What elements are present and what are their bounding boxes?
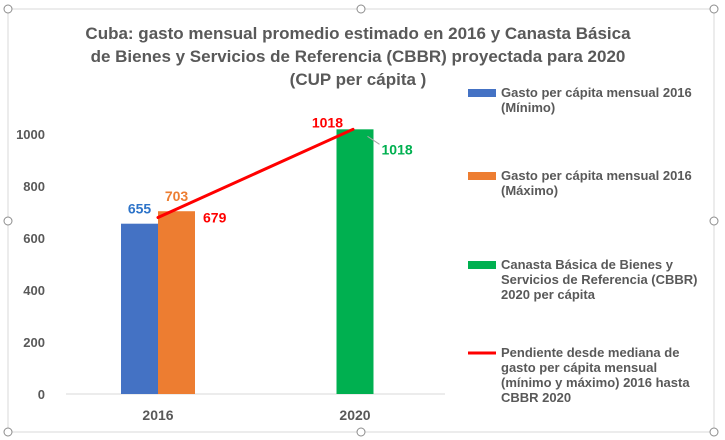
legend: Gasto per cápita mensual 2016(Mínimo)Gas… (468, 85, 698, 405)
legend-swatch (468, 89, 496, 97)
legend-swatch (468, 172, 496, 180)
trend-line (156, 127, 355, 219)
legend-label: Pendiente desde mediana de (501, 345, 679, 360)
line-point-label: 679 (203, 209, 227, 225)
legend-label: (mínimo y máximo) 2016 hasta (501, 375, 690, 390)
data-labels: 655 703 1018 679 1018 (128, 114, 413, 225)
resize-handle-middle-left[interactable] (3, 216, 13, 226)
y-tick-label: 1000 (16, 127, 45, 142)
legend-label: (Mínimo) (501, 100, 555, 115)
resize-handle-top-middle[interactable] (356, 4, 366, 14)
bar-value-label: 1018 (382, 141, 413, 157)
legend-label: 2020 per cápita (501, 287, 596, 302)
chart-title-line-3: (CUP per cápita ) (290, 70, 427, 89)
y-tick-label: 200 (23, 335, 45, 350)
chart-title: Cuba: gasto mensual promedio estimado en… (85, 24, 631, 89)
legend-label: Gasto per cápita mensual 2016 (501, 168, 692, 183)
legend-swatch (468, 261, 496, 269)
legend-label: Canasta Básica de Bienes y (501, 257, 674, 272)
selection-handles[interactable] (3, 4, 719, 437)
legend-label: Servicios de Referencia (CBBR) (501, 272, 698, 287)
y-tick-label: 600 (23, 231, 45, 246)
bar-value-label: 655 (128, 201, 152, 217)
bar[interactable] (336, 129, 374, 394)
resize-handle-top-right[interactable] (709, 4, 719, 14)
chart-title-line-1: Cuba: gasto mensual promedio estimado en… (85, 24, 631, 43)
trend-line-path[interactable] (156, 127, 355, 219)
legend-item[interactable]: Gasto per cápita mensual 2016(Máximo) (468, 168, 692, 198)
y-tick-label: 800 (23, 179, 45, 194)
resize-handle-middle-right[interactable] (709, 216, 719, 226)
y-axis: 0 200 400 600 800 1000 (16, 127, 45, 402)
resize-handle-bottom-left[interactable] (3, 427, 13, 437)
y-tick-label: 0 (38, 387, 45, 402)
legend-label: CBBR 2020 (501, 390, 571, 405)
legend-label: gasto per cápita mensual (501, 360, 657, 375)
x-tick-label: 2016 (142, 407, 173, 423)
bar[interactable] (158, 211, 195, 394)
bars (121, 129, 374, 394)
bar-value-label: 703 (165, 188, 189, 204)
x-tick-label: 2020 (339, 407, 370, 423)
legend-label: Gasto per cápita mensual 2016 (501, 85, 692, 100)
bar[interactable] (121, 223, 158, 394)
line-point-label: 1018 (312, 114, 343, 130)
legend-label: (Máximo) (501, 183, 558, 198)
resize-handle-bottom-right[interactable] (709, 427, 719, 437)
data-label-leader (367, 135, 380, 145)
resize-handle-bottom-middle[interactable] (356, 427, 366, 437)
chart-title-line-2: de Bienes y Servicios de Referencia (CBB… (91, 47, 626, 66)
legend-item[interactable]: Gasto per cápita mensual 2016(Mínimo) (468, 85, 692, 115)
y-tick-label: 400 (23, 283, 45, 298)
resize-handle-top-left[interactable] (3, 4, 13, 14)
